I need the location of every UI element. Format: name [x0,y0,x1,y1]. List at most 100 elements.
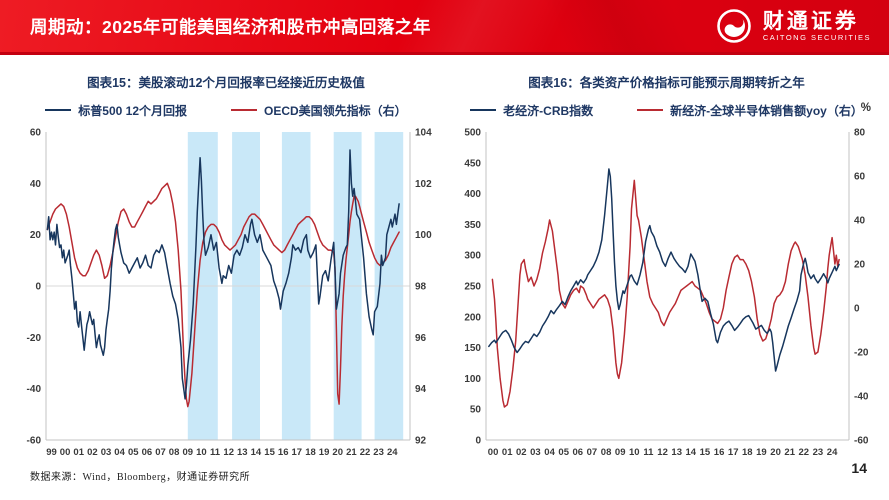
x-axis-tick-label: 13 [671,447,682,458]
x-axis-tick-label: 08 [601,447,612,458]
right-axis-tick-label: 104 [415,128,432,139]
data-source-note: 数据来源：Wind，Bloomberg，财通证券研究所 [30,472,251,483]
x-axis-tick-label: 13 [237,447,248,458]
legend-item: 新经济-全球半导体销售额yoy（右） [637,102,863,119]
x-axis-tick-label: 01 [73,447,84,458]
x-axis-tick-label: 18 [742,447,753,458]
x-axis-tick-label: 05 [558,447,569,458]
page-number: 14 [851,460,867,476]
x-axis-tick-label: 14 [686,447,697,458]
x-axis-tick-label: 16 [714,447,725,458]
legend-label: OECD美国领先指标（右） [264,103,407,118]
legend-label: 新经济-全球半导体销售额yoy（右） [670,103,863,118]
left-axis-tick-label: 0 [35,282,41,293]
x-axis-tick-label: 10 [196,447,207,458]
x-axis-tick-label: 19 [756,447,767,458]
right-axis-tick-label: 100 [415,230,432,241]
left-axis-tick-label: 40 [30,179,42,190]
right-axis-tick-label: 102 [415,179,432,190]
left-axis-tick-label: 500 [464,128,481,139]
x-axis-tick-label: 16 [278,447,289,458]
x-axis-tick-label: 18 [305,447,316,458]
left-axis-tick-label: 400 [464,189,481,200]
left-axis-tick-label: 150 [464,343,481,354]
chart-panel-right: 图表16：各类资产价格指标可能预示周期转折之年 老经济-CRB指数 新经济-全球半… [450,60,883,464]
left-axis-tick-label: -40 [27,384,42,395]
x-axis-tick-label: 07 [155,447,166,458]
header-decoration [515,0,747,52]
right-axis-tick-label: 60 [854,172,866,183]
legend-line-swatch [231,108,258,112]
x-axis-tick-label: 99 [46,447,57,458]
left-axis-tick-label: 250 [464,282,481,293]
left-axis-tick-label: 450 [464,158,481,169]
legend-line-swatch [470,108,497,112]
right-axis-tick-label: 94 [415,384,427,395]
legend: 老经济-CRB指数 新经济-全球半导体销售额yoy（右） [450,100,883,120]
x-axis-tick-label: 17 [292,447,303,458]
right-axis-tick-label: 20 [854,260,866,271]
x-axis-tick-label: 20 [332,447,343,458]
x-axis-tick-label: 06 [573,447,584,458]
line-chart-crb-semis: 500 450 400 350 300 250 200 150 100 50 0 80 60 40 20 0-… [450,124,883,462]
x-axis-tick-label: 12 [657,447,668,458]
legend-item: OECD美国领先指标（右） [231,102,407,119]
x-axis-tick-label: 14 [251,447,262,458]
x-axis-tick-label: 19 [319,447,330,458]
x-axis-tick-label: 10 [629,447,640,458]
right-axis-tick-label: 80 [854,128,866,139]
x-axis-tick-label: 02 [516,447,527,458]
logo-text: 财通证券 CAITONG SECURITIES [763,10,871,42]
x-axis-tick-label: 07 [587,447,598,458]
chart-panel-left: 图表15：美股滚动12个月回报率已经接近历史极值 标普500 12个月回报 OEC… [6,60,446,464]
left-axis-tick-label: 60 [30,128,42,139]
left-axis-tick-label: 350 [464,220,481,231]
left-axis-tick-label: 200 [464,312,481,323]
legend-item: 标普500 12个月回报 [45,102,187,119]
x-axis-tick-label: 21 [346,447,357,458]
right-axis-tick-label: -40 [854,392,869,403]
x-axis-tick-label: 12 [223,447,234,458]
x-axis-tick-label: 00 [60,447,71,458]
right-axis-tick-label: 0 [854,304,860,315]
left-axis-tick-label: 100 [464,374,481,385]
line-chart-sp500-oecd: 60 40 20 0 -20 -40 -60 104 102 100 98 96 94 92 99 00 01 0… [6,124,446,462]
left-axis-tick-label: 50 [470,405,482,416]
x-axis-tick-label: 15 [264,447,275,458]
x-axis-tick-label: 04 [114,447,125,458]
x-axis-tick-label: 09 [183,447,194,458]
x-axis-tick-label: 02 [87,447,98,458]
right-axis-tick-label: 96 [415,333,427,344]
x-axis-tick-label: 08 [169,447,180,458]
x-axis-tick-label: 23 [813,447,824,458]
left-axis-tick-label: -60 [27,436,42,447]
x-axis-tick-label: 17 [728,447,739,458]
chart-title: 图表16：各类资产价格指标可能预示周期转折之年 [528,76,805,90]
x-axis-tick-label: 11 [643,447,654,458]
caitong-emblem-icon [717,9,751,43]
chart-svg: 500450400350300250200150100500806040200-… [464,128,869,459]
slide-title: 周期动：2025年可能美国经济和股市冲高回落之年 [30,16,431,37]
right-axis-tick-label: 92 [415,436,427,447]
x-axis-tick-label: 22 [799,447,810,458]
x-axis-tick-label: 03 [530,447,541,458]
x-axis-tick-label: 05 [128,447,139,458]
company-logo: 财通证券 CAITONG SECURITIES [714,6,871,46]
right-axis-tick-label: 98 [415,282,427,293]
logo-chinese-name: 财通证券 [762,9,859,33]
x-axis-tick-label: 00 [488,447,499,458]
left-axis-tick-label: 0 [475,436,481,447]
header-banner: 周期动：2025年可能美国经济和股市冲高回落之年 财通证券 CAITONG SE… [0,0,889,55]
series-line [488,168,840,372]
legend-label: 标普500 12个月回报 [78,103,188,118]
x-axis-tick-label: 22 [360,447,371,458]
x-axis-tick-label: 24 [387,447,398,458]
logo-english-name: CAITONG SECURITIES [762,32,871,42]
left-axis-tick-label: 20 [30,230,42,241]
legend-line-swatch [45,108,72,112]
x-axis-tick-label: 23 [373,447,384,458]
right-axis-tick-label: 40 [854,216,866,227]
x-axis-tick-label: 06 [142,447,153,458]
